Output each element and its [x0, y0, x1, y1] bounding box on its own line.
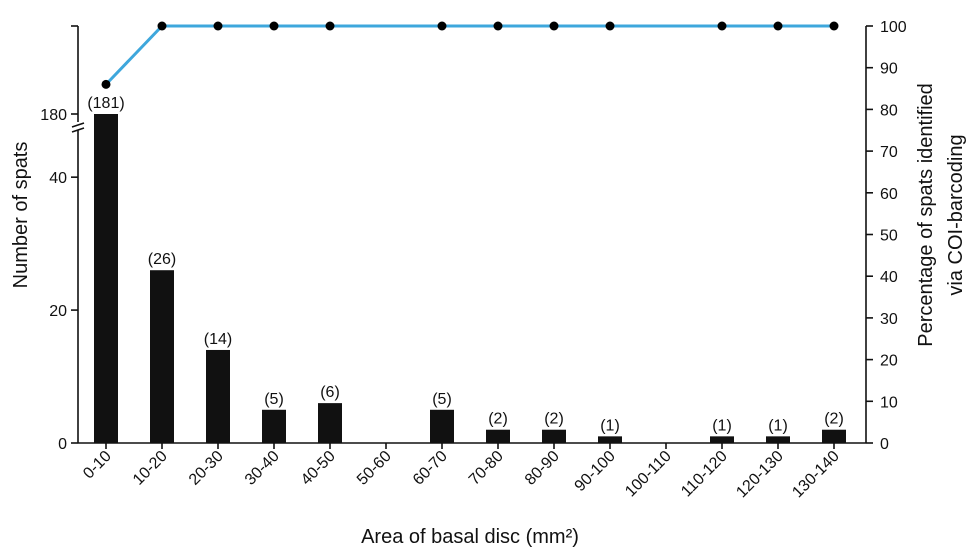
y2-tick-label: 90: [880, 61, 898, 78]
x-tick-label: 60-70: [410, 448, 451, 489]
percentage-point: [101, 79, 111, 89]
x-tick-label: 70-80: [466, 448, 507, 489]
y-tick-label: 20: [49, 303, 67, 320]
bar: [94, 114, 118, 443]
bars: [94, 114, 846, 443]
y-tick-label: 0: [58, 436, 67, 453]
bar: [262, 409, 286, 443]
x-tick-labels: 0-10 10-20 20-30 30-40 40-50 50-60 60-70 70-80 8…: [80, 448, 843, 502]
bar-data-label: (14): [204, 331, 232, 348]
percentage-point: [829, 21, 839, 31]
bar: [150, 270, 174, 443]
bar-data-label: (6): [320, 384, 340, 401]
y-tick-label: 180: [40, 107, 67, 124]
bar: [822, 429, 846, 443]
x-tick-label: 10-20: [130, 448, 171, 489]
x-tick-label: 0-10: [80, 448, 115, 483]
y2-tick-label: 30: [880, 311, 898, 328]
bar: [318, 403, 342, 443]
percentage-point: [437, 21, 447, 31]
bar: [766, 436, 790, 443]
bar: [542, 429, 566, 443]
y2-tick-label: 0: [880, 436, 889, 453]
percentage-point: [325, 21, 335, 31]
x-tick-label: 130-140: [789, 448, 843, 502]
bar-data-label: (5): [264, 391, 284, 408]
bar-data-label: (26): [148, 251, 176, 268]
x-tick-label: 80-90: [522, 448, 563, 489]
y2-tick-label: 60: [880, 186, 898, 203]
y2-tick-label: 80: [880, 102, 898, 119]
x-tick-label: 50-60: [354, 448, 395, 489]
x-tick-label: 40-50: [298, 448, 339, 489]
x-tick-label: 30-40: [242, 448, 283, 489]
x-tick-label: 110-120: [678, 448, 731, 501]
axis-break-mark: [71, 127, 85, 133]
x-tick-label: 90-100: [572, 448, 619, 495]
y-axis-title: Number of spats: [10, 142, 32, 289]
percentage-point: [213, 21, 223, 31]
bar-data-label: (2): [824, 411, 844, 428]
bar-data-label: (1): [768, 417, 788, 434]
percentage-point: [493, 21, 503, 31]
percentage-line: [101, 21, 839, 89]
y2-tick-label: 100: [880, 19, 907, 36]
bar-data-label: (5): [432, 391, 452, 408]
bar: [710, 436, 734, 443]
y2-axis-title-line2: via COI-barcoding: [945, 134, 967, 295]
y2-axis-title-line1: Percentage of spats identified: [915, 83, 937, 347]
x-axis-title: Area of basal disc (mm²): [361, 526, 579, 548]
percentage-point: [605, 21, 615, 31]
bar-data-label: (2): [488, 411, 508, 428]
data-labels: (181) (26) (14) (5) (6) (5) (2) (2) (1) (1) (1) (2): [87, 95, 843, 434]
percentage-point: [549, 21, 559, 31]
bar: [206, 349, 230, 443]
x-tick-label: 120-130: [733, 448, 787, 502]
x-tick-label: 20-30: [186, 448, 227, 489]
x-tick-label: 100-110: [622, 448, 675, 501]
percentage-series-line: [104, 24, 834, 86]
percentage-point: [773, 21, 783, 31]
bar: [598, 436, 622, 443]
bar-data-label: (1): [712, 417, 732, 434]
percentage-point: [717, 21, 727, 31]
y2-tick-label: 10: [880, 394, 898, 411]
bar-data-label: (1): [600, 417, 620, 434]
bar: [486, 429, 510, 443]
percentage-point: [269, 21, 279, 31]
y2-tick-label: 70: [880, 144, 898, 161]
axis-break-mark: [71, 122, 85, 128]
bar-data-label: (181): [87, 95, 124, 112]
bar-data-label: (2): [544, 411, 564, 428]
y2-tick-label: 40: [880, 269, 898, 286]
y2-tick-label: 20: [880, 353, 898, 370]
bar: [430, 409, 454, 443]
y2-tick-label: 50: [880, 228, 898, 245]
percentage-point: [157, 21, 167, 31]
axes: 0 20 40 180 0 10 20 30 40 50 60 70 80 90 100: [40, 19, 907, 453]
y-tick-label: 40: [49, 170, 67, 187]
